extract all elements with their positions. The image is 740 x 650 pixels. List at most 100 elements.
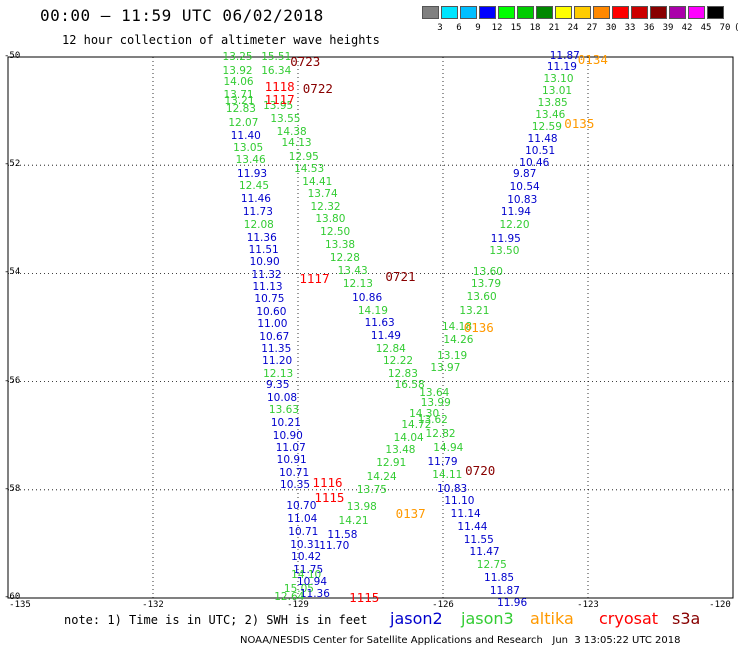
color-scale-swatch (498, 6, 515, 19)
wave-height-jason3: 12.64 (274, 591, 305, 603)
wave-height-jason3: 14.19 (357, 304, 388, 317)
color-scale-swatch (612, 6, 629, 19)
wave-height-jason2: 11.49 (370, 330, 401, 343)
color-scale-label: (ft) (734, 23, 740, 33)
color-scale-label: 70 (719, 23, 731, 33)
wave-height-jason2: 10.08 (267, 391, 298, 404)
pass-time-label-cryosat: 1118 (264, 78, 295, 94)
wave-height-jason3: 12.13 (342, 277, 373, 290)
wave-height-jason3: 12.82 (425, 427, 456, 440)
legend-altika: altika (530, 609, 574, 628)
pass-time-label-altika: 0135 (564, 116, 595, 132)
lat-tick-label: -52 (4, 159, 21, 170)
wave-height-jason2: 11.32 (251, 268, 282, 281)
wave-height-jason3: 13.55 (270, 112, 301, 125)
wave-height-jason3: 13.19 (437, 349, 468, 362)
wave-height-jason2: 11.35 (261, 342, 292, 355)
wave-height-jason3: 14.13 (281, 137, 312, 150)
wave-height-jason3: 13.48 (385, 444, 416, 457)
color-scale-swatch (479, 6, 496, 19)
wave-height-jason2: 11.40 (230, 129, 261, 142)
chart-subtitle: 12 hour collection of altimeter wave hei… (62, 33, 380, 47)
wave-height-jason3: 12.83 (225, 103, 256, 116)
lon-tick-label: -135 (9, 600, 31, 610)
color-scale-label: 12 (491, 23, 503, 33)
wave-height-jason3: 12.50 (320, 225, 351, 238)
wave-height-jason3: 12.45 (238, 180, 270, 193)
wave-height-jason2: 10.83 (437, 482, 468, 495)
wave-height-jason3: 16.58 (394, 378, 425, 391)
wave-height-jason2: 10.46 (519, 157, 550, 170)
wave-height-jason3: 12.07 (228, 116, 259, 129)
color-scale-label: 6 (456, 23, 462, 33)
wave-height-jason3: 12.32 (310, 201, 341, 214)
wave-height-jason3: 15.51 (261, 51, 292, 64)
wave-height-jason2: 11.19 (546, 61, 577, 74)
color-scale-label: 18 (529, 23, 541, 33)
color-scale-swatch (574, 6, 591, 19)
legend-jason2: jason2 (390, 609, 443, 628)
pass-time-label-altika: 0134 (577, 52, 608, 68)
wave-height-jason2: 10.51 (525, 144, 556, 157)
wave-height-jason2: 10.42 (291, 550, 322, 563)
chart-title: 00:00 – 11:59 UTC 06/02/2018 (40, 6, 324, 25)
wave-height-jason2: 11.14 (450, 507, 481, 520)
color-scale-swatch (650, 6, 667, 19)
color-scale-swatch (688, 6, 705, 19)
color-scale-swatch (536, 6, 553, 19)
wave-height-jason3: 13.80 (315, 213, 346, 226)
color-scale-label: 33 (624, 23, 636, 33)
wave-height-jason3: 12.59 (531, 120, 562, 133)
footer-credit: NOAA/NESDIS Center for Satellite Applica… (240, 635, 681, 646)
wave-height-jason3: 13.79 (470, 277, 502, 290)
wave-height-jason3: 13.97 (430, 362, 461, 375)
wave-height-jason2: 10.86 (352, 291, 383, 304)
wave-height-jason3: 13.98 (346, 501, 377, 514)
wave-height-jason2: 11.87 (489, 584, 520, 597)
wave-height-jason3: 13.60 (466, 290, 497, 303)
wave-height-jason2: 11.85 (484, 571, 515, 584)
wave-height-jason3: 12.22 (383, 355, 414, 368)
wave-height-jason2: 11.20 (262, 355, 293, 368)
wave-height-jason2: 10.91 (276, 454, 307, 467)
wave-height-jason2: 11.87 (549, 50, 580, 62)
lat-tick-label: -60 (4, 592, 21, 602)
wave-height-jason2: 11.63 (364, 316, 395, 329)
lat-tick-label: -54 (4, 267, 21, 278)
color-scale-swatch (707, 6, 724, 19)
color-scale-swatch (460, 6, 477, 19)
wave-height-jason3: 14.24 (366, 470, 397, 483)
wave-height-jason3: 12.28 (329, 251, 360, 264)
wave-height-jason2: 11.70 (319, 540, 350, 553)
wave-height-jason3: 13.21 (224, 94, 255, 107)
wave-height-jason3: 13.95 (263, 99, 294, 112)
wave-height-jason2: 11.95 (490, 232, 521, 245)
lon-tick-label: -132 (142, 600, 164, 610)
wave-height-jason3: 14.30 (409, 408, 440, 421)
wave-height-jason2: 11.13 (252, 281, 283, 293)
pass-time-label-cryosat: 1116 (312, 475, 343, 491)
wave-height-jason3: 14.21 (338, 514, 369, 527)
wave-height-jason3: 13.99 (420, 397, 451, 410)
color-scale-label: 39 (662, 23, 674, 33)
lat-tick-label: -50 (4, 51, 21, 61)
wave-height-jason2: 11.07 (275, 441, 306, 454)
color-scale-label: 36 (643, 23, 655, 33)
wave-height-jason3: 12.84 (375, 342, 406, 355)
wave-height-jason2: 10.21 (270, 417, 301, 430)
wave-height-jason2: 10.90 (249, 256, 280, 269)
color-scale-label: 45 (700, 23, 712, 33)
lon-tick-label: -126 (432, 600, 454, 610)
wave-height-jason2: 10.71 (279, 467, 310, 480)
wave-height-jason3: 13.71 (223, 89, 254, 102)
wave-height-jason2: 11.96 (497, 597, 528, 610)
color-scale-swatch (669, 6, 686, 19)
wave-height-jason2: 11.36 (246, 231, 277, 244)
wave-height-jason3: 12.75 (476, 558, 507, 571)
color-scale-label: 27 (586, 23, 598, 33)
wave-height-jason3: 16.34 (261, 64, 292, 77)
pass-time-label-cryosat: 1117 (299, 270, 330, 286)
lat-tick-label: -58 (4, 483, 21, 494)
wave-height-jason2: 10.35 (280, 479, 311, 491)
